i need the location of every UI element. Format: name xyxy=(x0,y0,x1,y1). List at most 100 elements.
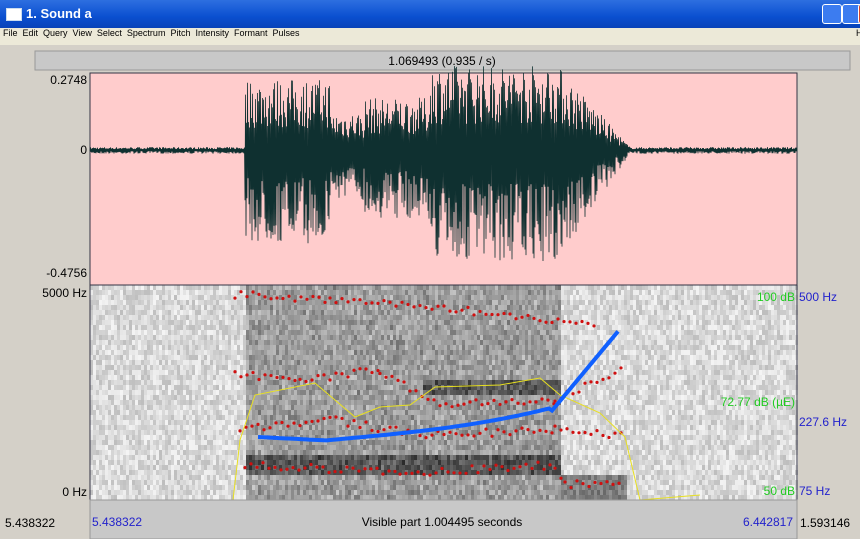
spec-cell xyxy=(234,430,237,435)
spec-cell xyxy=(237,300,240,305)
spec-cell xyxy=(264,455,267,460)
spec-cell xyxy=(327,410,330,415)
spec-cell xyxy=(276,480,279,485)
spec-cell xyxy=(372,340,375,345)
spec-cell xyxy=(285,300,288,305)
spec-cell xyxy=(282,285,285,290)
spec-cell xyxy=(279,450,282,455)
spec-cell xyxy=(162,315,165,320)
menu-item[interactable]: Spectrum xyxy=(127,28,166,38)
spec-cell xyxy=(219,445,222,450)
spec-cell xyxy=(393,285,396,290)
spec-cell xyxy=(228,295,231,300)
spec-cell xyxy=(156,380,159,385)
spec-cell xyxy=(432,350,435,355)
spec-cell xyxy=(108,310,111,315)
spec-cell xyxy=(291,290,294,295)
spec-cell xyxy=(342,455,345,460)
spec-cell xyxy=(153,365,156,370)
spec-cell xyxy=(162,375,165,380)
spec-cell xyxy=(117,300,120,305)
spec-cell xyxy=(330,340,333,345)
spec-cell xyxy=(222,360,225,365)
spec-cell xyxy=(174,400,177,405)
spec-cell xyxy=(285,320,288,325)
spec-cell xyxy=(399,340,402,345)
spec-cell xyxy=(135,470,138,475)
spec-cell xyxy=(186,315,189,320)
spec-cell xyxy=(207,460,210,465)
spec-cell xyxy=(405,360,408,365)
spec-cell xyxy=(399,295,402,300)
spec-cell xyxy=(111,425,114,430)
spec-cell xyxy=(315,405,318,410)
spec-cell xyxy=(270,300,273,305)
spec-cell xyxy=(204,405,207,410)
spec-cell xyxy=(279,330,282,335)
spec-cell xyxy=(333,375,336,380)
spec-cell xyxy=(219,490,222,495)
spec-cell xyxy=(429,320,432,325)
menu-item[interactable]: Edit xyxy=(23,28,39,38)
spec-cell xyxy=(216,470,219,475)
menu-item[interactable]: Pitch xyxy=(170,28,190,38)
spec-cell xyxy=(192,450,195,455)
spec-cell xyxy=(324,385,327,390)
spec-cell xyxy=(153,350,156,355)
spec-cell xyxy=(261,340,264,345)
spec-cell xyxy=(129,340,132,345)
spec-cell xyxy=(150,330,153,335)
spec-cell xyxy=(126,400,129,405)
spec-cell xyxy=(99,295,102,300)
spec-cell xyxy=(357,395,360,400)
spec-cell xyxy=(363,375,366,380)
spec-cell xyxy=(363,380,366,385)
spec-cell xyxy=(303,410,306,415)
spec-cell xyxy=(336,380,339,385)
spec-cell xyxy=(309,330,312,335)
spec-cell xyxy=(357,430,360,435)
spec-cell xyxy=(180,370,183,375)
menu-item[interactable]: File xyxy=(3,28,18,38)
menu-item[interactable]: Select xyxy=(97,28,122,38)
spec-cell xyxy=(213,420,216,425)
spec-cell xyxy=(126,375,129,380)
spec-cell xyxy=(378,445,381,450)
menu-item[interactable]: H xyxy=(856,28,860,38)
spec-cell xyxy=(138,465,141,470)
spec-cell xyxy=(108,410,111,415)
menu-item[interactable]: View xyxy=(73,28,92,38)
spec-cell xyxy=(150,400,153,405)
spec-cell xyxy=(405,475,408,480)
menu-item[interactable]: Intensity xyxy=(195,28,229,38)
spec-cell xyxy=(111,405,114,410)
spec-cell xyxy=(387,320,390,325)
spec-cell xyxy=(99,390,102,395)
spec-cell xyxy=(228,360,231,365)
spec-cell xyxy=(411,335,414,340)
spec-cell xyxy=(411,420,414,425)
spec-cell xyxy=(285,355,288,360)
spec-cell xyxy=(252,335,255,340)
menu-item[interactable]: Pulses xyxy=(273,28,300,38)
spec-cell xyxy=(219,305,222,310)
spec-cell xyxy=(231,285,234,290)
spec-cell xyxy=(324,380,327,385)
spec-cell xyxy=(396,370,399,375)
spec-cell xyxy=(303,285,306,290)
menu-item[interactable]: Query xyxy=(43,28,68,38)
spec-cell xyxy=(264,320,267,325)
spec-cell xyxy=(126,490,129,495)
spec-cell xyxy=(240,310,243,315)
spec-cell xyxy=(285,485,288,490)
spec-cell xyxy=(264,345,267,350)
spec-cell xyxy=(255,350,258,355)
menu-item[interactable]: Formant xyxy=(234,28,268,38)
spec-cell xyxy=(99,305,102,310)
spec-cell xyxy=(270,440,273,445)
spec-cell xyxy=(165,300,168,305)
spec-cell xyxy=(345,320,348,325)
spec-cell xyxy=(168,485,171,490)
minimize-button[interactable] xyxy=(822,4,842,24)
spec-cell xyxy=(327,315,330,320)
